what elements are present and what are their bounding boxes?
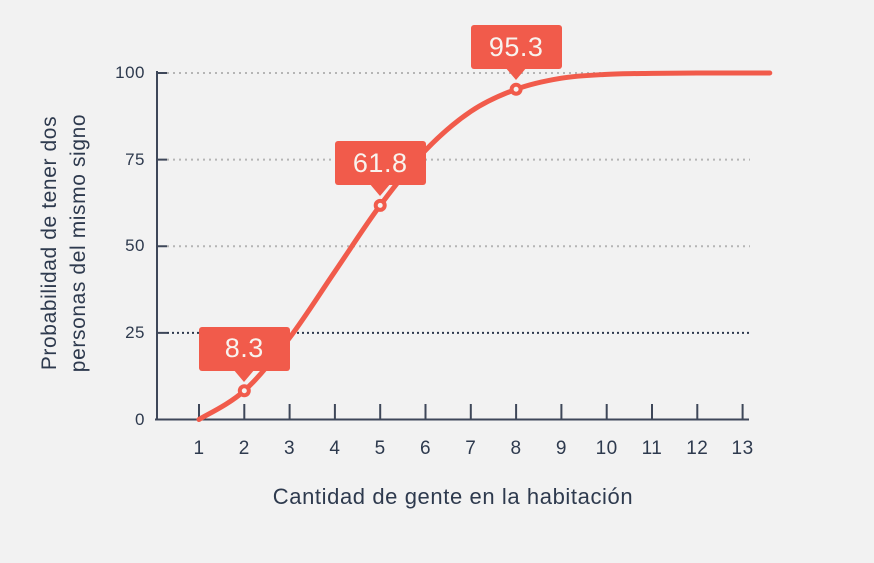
y-tick-label-50: 50: [125, 236, 145, 256]
data-point-marker-2: [237, 384, 251, 398]
x-tick-label-13: 13: [731, 438, 754, 459]
x-tick-label-7: 7: [465, 438, 477, 459]
x-tick-label-3: 3: [284, 438, 296, 459]
x-tick-label-8: 8: [510, 438, 522, 459]
y-axis-title: Probabilidad de tener dos personas del m…: [35, 73, 93, 413]
y-tick-label-75: 75: [125, 149, 145, 169]
y-axis-title-line1: Probabilidad de tener dos: [38, 115, 61, 371]
callout-label-5: 61.8: [334, 141, 426, 197]
y-tick-label-25: 25: [125, 322, 145, 342]
y-tick-label-0: 0: [135, 409, 145, 429]
callout-label-8: 95.3: [470, 25, 562, 81]
x-tick-label-6: 6: [419, 438, 432, 459]
x-tick-label-11: 11: [641, 438, 663, 459]
data-point-marker-8: [509, 82, 523, 96]
x-tick-label-9: 9: [555, 438, 567, 459]
probability-curve: [196, 70, 773, 422]
data-point-marker-5: [373, 198, 387, 212]
x-tick-label-2: 2: [238, 438, 250, 459]
x-axis-title: Cantidad de gente en la habitación: [272, 484, 634, 509]
x-tick-label-10: 10: [595, 438, 618, 459]
x-tick-label-5: 5: [374, 438, 386, 459]
x-tick-label-12: 12: [686, 438, 709, 459]
x-tick-label-1: 1: [193, 438, 205, 459]
x-tick-label-4: 4: [329, 438, 341, 459]
callout-label-2: 8.3: [198, 326, 290, 382]
y-tick-label-100: 100: [115, 63, 145, 82]
